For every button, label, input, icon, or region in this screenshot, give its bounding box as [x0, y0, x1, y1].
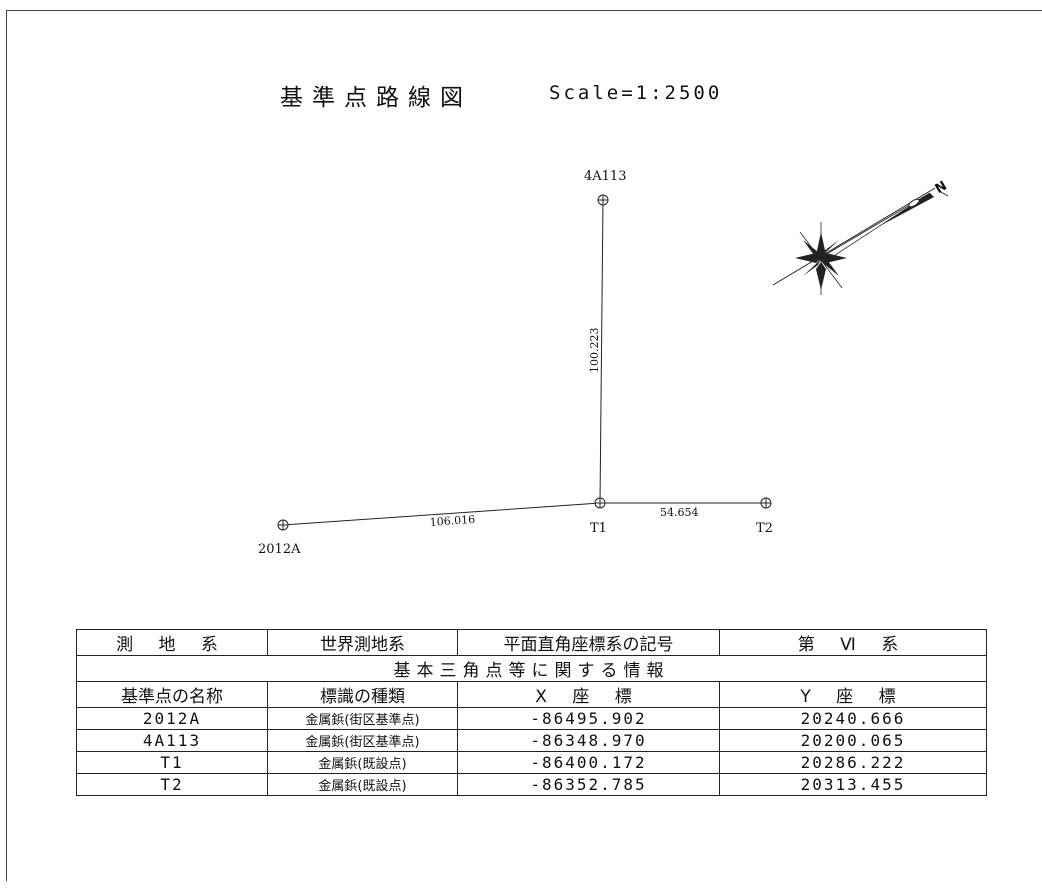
- north-arrow-icon: N: [772, 179, 950, 295]
- leg-2012a-t1: [282, 502, 601, 526]
- table-header-row: 基準点の名称 標識の種類 X 座 標 Y 座 標: [76, 681, 987, 708]
- table-row: 基本三角点等に関する情報: [76, 655, 987, 682]
- cell-name: 2012A: [76, 707, 268, 730]
- section-title: 基本三角点等に関する情報: [76, 655, 987, 682]
- geodetic-label: 測 地 系: [76, 629, 268, 656]
- point-marker-icon[interactable]: [277, 519, 289, 531]
- cell-y: 20313.455: [719, 773, 987, 796]
- distance-label: 100.223: [588, 328, 601, 374]
- column-header: X 座 標: [457, 681, 720, 708]
- distance-label: 106.016: [429, 513, 475, 529]
- cell-marker: 金属鋲(街区基準点): [267, 729, 458, 752]
- table-row: 測 地 系 世界測地系 平面直角座標系の記号 第 Ⅵ 系: [76, 629, 987, 656]
- point-marker-icon[interactable]: [760, 497, 772, 509]
- cell-y: 20200.065: [719, 729, 987, 752]
- scale-label: Scale=1:2500: [549, 82, 723, 104]
- cell-name: T2: [76, 773, 268, 796]
- cell-marker: 金属鋲(既設点): [267, 773, 458, 796]
- point-label-t1: T1: [590, 521, 607, 536]
- point-marker-icon[interactable]: [594, 497, 606, 509]
- table-row[interactable]: 4A113 金属鋲(街区基準点) -86348.970 20200.065: [76, 729, 987, 752]
- geodetic-value: 世界測地系: [267, 629, 458, 656]
- drawing-frame: [6, 10, 1042, 881]
- column-header: Y 座 標: [719, 681, 987, 708]
- cell-marker: 金属鋲(街区基準点): [267, 707, 458, 730]
- cell-x: -86400.172: [457, 751, 720, 774]
- point-marker-icon[interactable]: [597, 194, 609, 206]
- cell-y: 20240.666: [719, 707, 987, 730]
- cell-name: 4A113: [76, 729, 268, 752]
- page-title: 基準点路線図: [280, 85, 472, 111]
- distance-label: 54.654: [660, 506, 699, 519]
- leg-t1-4a113: [599, 199, 604, 504]
- north-label: N: [933, 179, 950, 197]
- cell-x: -86352.785: [457, 773, 720, 796]
- table-row[interactable]: 2012A 金属鋲(街区基準点) -86495.902 20240.666: [76, 707, 987, 730]
- cell-x: -86495.902: [457, 707, 720, 730]
- plane-value: 第 Ⅵ 系: [719, 629, 987, 656]
- cell-x: -86348.970: [457, 729, 720, 752]
- cell-name: T1: [76, 751, 268, 774]
- control-point-table: 測 地 系 世界測地系 平面直角座標系の記号 第 Ⅵ 系 基本三角点等に関する情…: [76, 629, 987, 796]
- cell-y: 20286.222: [719, 751, 987, 774]
- route-map: 4A113 2012A T1 T2 100.223 106.016 54.654…: [258, 169, 950, 557]
- column-header: 標識の種類: [267, 681, 458, 708]
- plane-label: 平面直角座標系の記号: [457, 629, 720, 656]
- table-row[interactable]: T2 金属鋲(既設点) -86352.785 20313.455: [76, 773, 987, 796]
- column-header: 基準点の名称: [76, 681, 268, 708]
- point-label-2012a: 2012A: [258, 542, 301, 557]
- point-label-t2: T2: [756, 521, 773, 536]
- cell-marker: 金属鋲(既設点): [267, 751, 458, 774]
- table-row[interactable]: T1 金属鋲(既設点) -86400.172 20286.222: [76, 751, 987, 774]
- point-label-4a113: 4A113: [584, 169, 626, 184]
